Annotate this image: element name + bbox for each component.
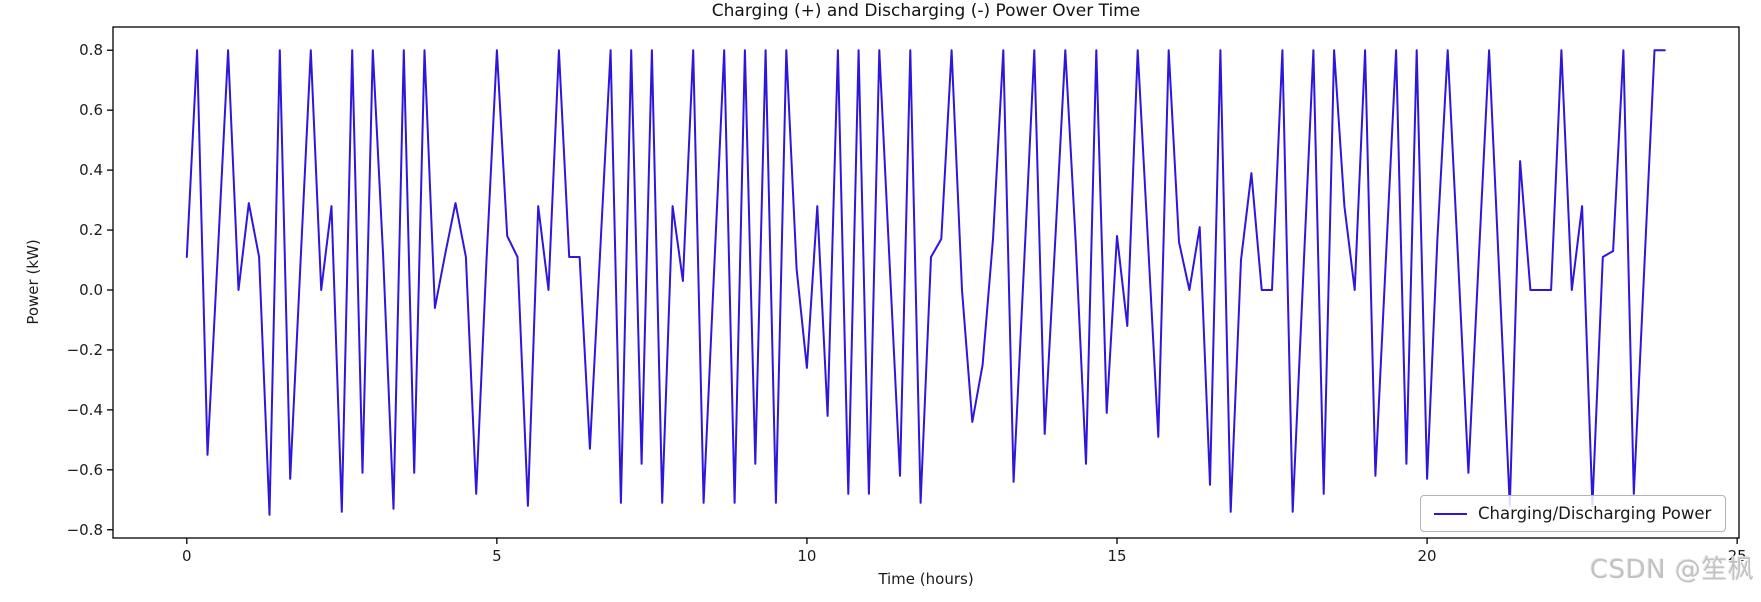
y-tick-label: 0.6: [79, 101, 103, 119]
data-line: [185, 49, 1666, 516]
y-tick-label: −0.6: [67, 461, 103, 479]
y-tick-label: −0.4: [67, 401, 103, 419]
x-tick-label: 15: [1107, 547, 1126, 565]
x-tick-label: 0: [182, 547, 192, 565]
y-axis-label: Power (kW): [24, 239, 42, 324]
y-tick-label: 0.8: [79, 41, 103, 59]
x-axis-label: Time (hours): [877, 570, 973, 588]
legend-line-sample: [1434, 512, 1467, 515]
y-tick-label: −0.2: [67, 341, 103, 359]
x-tick-label: 20: [1418, 547, 1437, 565]
legend-label: Charging/Discharging Power: [1478, 504, 1712, 523]
chart-title: Charging (+) and Discharging (-) Power O…: [711, 1, 1141, 21]
x-tick-label: 10: [797, 547, 816, 565]
x-tick-label: 5: [492, 547, 502, 565]
legend: Charging/Discharging Power: [1420, 495, 1726, 532]
axes-frame: [112, 26, 1740, 539]
y-tick-label: 0.0: [79, 281, 103, 299]
y-tick-label: −0.8: [67, 521, 103, 539]
y-tick-label: 0.2: [79, 221, 103, 239]
watermark: CSDN @笙枫: [1590, 555, 1755, 585]
x-tick-label: 25: [1728, 547, 1747, 565]
y-tick-label: 0.4: [79, 161, 103, 179]
